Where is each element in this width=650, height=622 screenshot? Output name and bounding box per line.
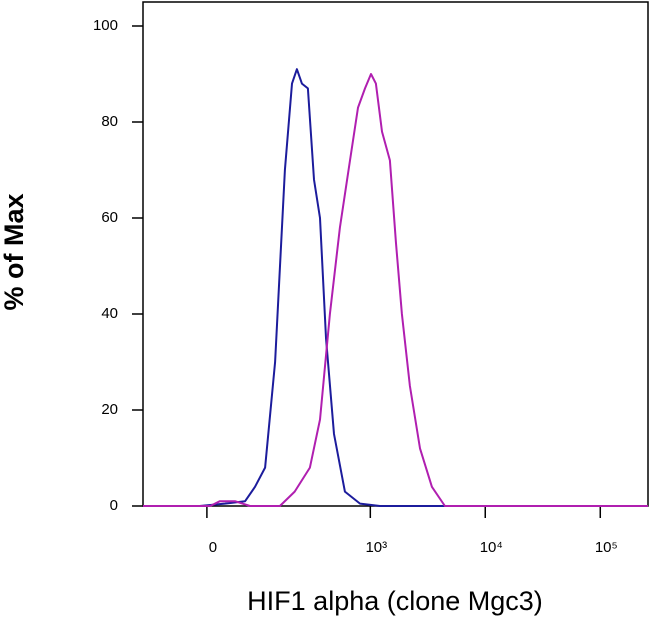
y-tick-label: 100 [93, 17, 118, 34]
y-axis-title: % of Max [0, 193, 29, 310]
x-axis-title: HIF1 alpha (clone Mgc3) [247, 586, 543, 616]
x-tick-label: 10³ [365, 539, 387, 556]
x-tick-label: 10⁴ [480, 539, 503, 556]
histogram-line [143, 73, 648, 507]
y-tick-label: 20 [101, 401, 118, 418]
y-tick-label: 80 [101, 113, 118, 130]
y-tick-label: 40 [101, 305, 118, 322]
histogram-line [143, 68, 648, 507]
y-tick-label: 60 [101, 209, 118, 226]
y-tick-label: 0 [110, 497, 118, 514]
x-tick-label: 0 [209, 539, 217, 556]
x-tick-label: 10⁵ [595, 539, 618, 556]
plot-frame [142, 1, 649, 507]
